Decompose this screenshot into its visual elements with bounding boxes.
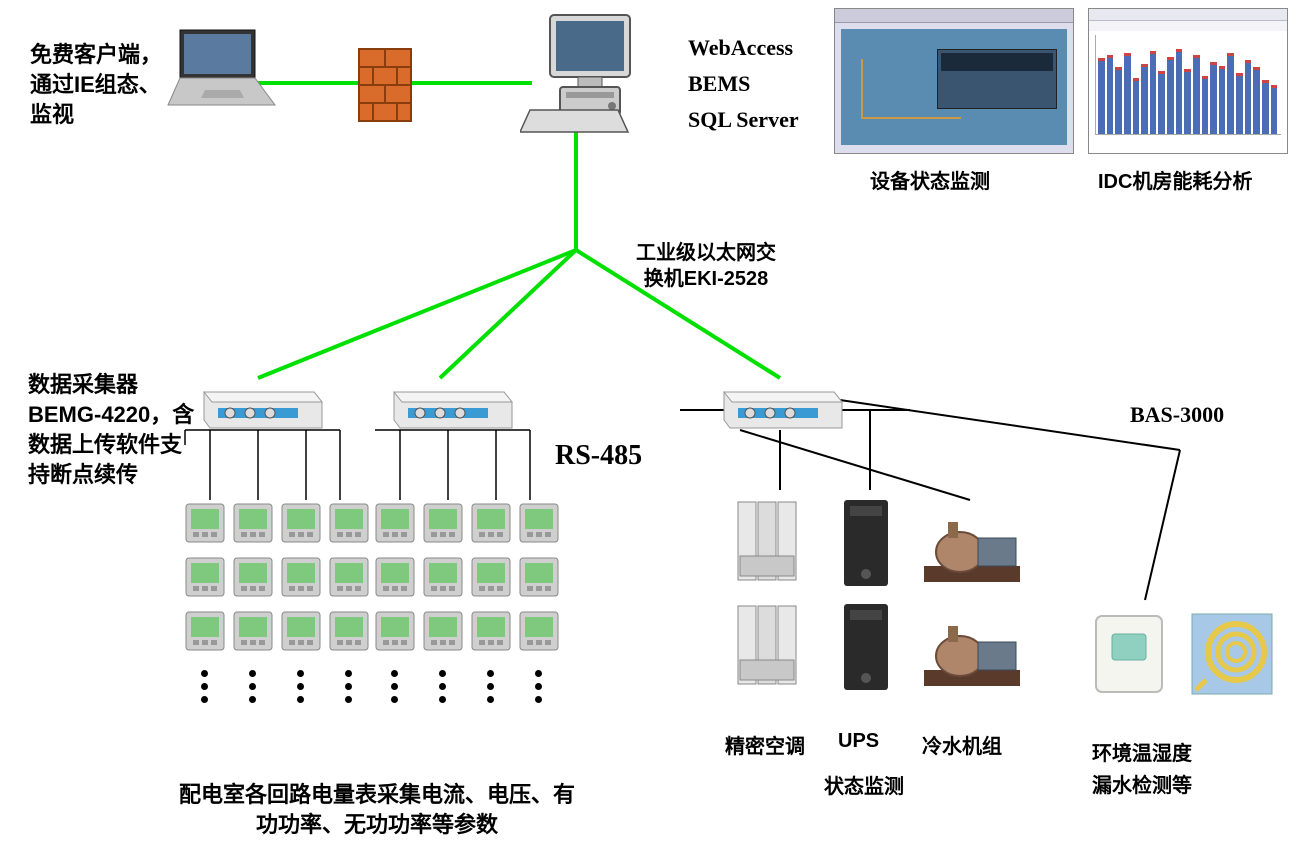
- aircon-label: 精密空调: [725, 730, 805, 759]
- power-meter-icon: [232, 610, 274, 652]
- chart-bar: [1193, 55, 1200, 134]
- power-meter-icon: [518, 556, 560, 598]
- chiller-label: 冷水机组: [922, 730, 1002, 759]
- power-meter-icon: [470, 502, 512, 544]
- laptop-icon: [160, 20, 280, 125]
- dots-column: [249, 670, 256, 703]
- screenshot1-caption: 设备状态监测: [870, 165, 990, 194]
- power-meter-icon: [280, 502, 322, 544]
- power-meter-icon: [518, 502, 560, 544]
- power-meter-icon: [470, 610, 512, 652]
- dots-column: [439, 670, 446, 703]
- power-meter-icon: [422, 610, 464, 652]
- server-software-label: WebAccess BEMS SQL Server: [688, 30, 799, 138]
- power-meter-icon: [374, 502, 416, 544]
- client-label: 免费客户端， 通过IE组态、 监视: [30, 40, 162, 130]
- chart-bar: [1133, 78, 1140, 134]
- screenshot-device-status: [834, 8, 1074, 154]
- chart-bar: [1210, 62, 1217, 134]
- server-pc-icon: [520, 10, 660, 145]
- power-meter-icon: [184, 502, 226, 544]
- chart-bar: [1271, 85, 1278, 135]
- power-meter-icon: [280, 556, 322, 598]
- chart-bar: [1262, 80, 1269, 134]
- chart-bar: [1253, 67, 1260, 134]
- power-meter-icon: [328, 556, 370, 598]
- ups-icon: [836, 496, 896, 596]
- switch-label: 工业级以太网交 换机EKI-2528: [636, 240, 776, 292]
- chart-bar: [1098, 58, 1105, 135]
- leak-detector-icon: [1188, 610, 1276, 703]
- chart-bar: [1141, 64, 1148, 134]
- collector-device-3: [716, 378, 836, 434]
- dots-column: [535, 670, 542, 703]
- dots-column: [345, 670, 352, 703]
- temp-humidity-sensor-icon: [1090, 610, 1168, 703]
- power-meter-icon: [422, 556, 464, 598]
- status-mon-label: 状态监测: [824, 770, 904, 799]
- power-meter-icon: [518, 610, 560, 652]
- power-meter-icon: [184, 610, 226, 652]
- chart-bar: [1236, 73, 1243, 134]
- dots-column: [487, 670, 494, 703]
- chart-bar: [1176, 49, 1183, 134]
- chart-bar: [1124, 53, 1131, 134]
- dots-column: [391, 670, 398, 703]
- power-meter-icon: [422, 502, 464, 544]
- power-meter-icon: [470, 556, 512, 598]
- power-meter-icon: [374, 556, 416, 598]
- rs485-label: RS-485: [555, 440, 642, 472]
- chart-bar: [1202, 76, 1209, 135]
- precision-ac-icon: [730, 496, 810, 591]
- power-meter-icon: [328, 502, 370, 544]
- bas3000-label: BAS-3000: [1130, 402, 1224, 428]
- power-meter-icon: [232, 556, 274, 598]
- ups-label: UPS: [838, 730, 879, 753]
- collector-label: 数据采集器 BEMG-4220，含 数据上传软件支 持断点续传: [28, 370, 194, 490]
- ups-icon-2: [836, 600, 896, 700]
- power-meter-icon: [280, 610, 322, 652]
- chart-bar: [1245, 60, 1252, 134]
- chart-bar: [1184, 69, 1191, 134]
- chart-bar: [1158, 71, 1165, 134]
- power-meter-icon: [184, 556, 226, 598]
- screenshot2-caption: IDC机房能耗分析: [1098, 165, 1252, 194]
- chart-bar: [1219, 66, 1226, 134]
- chiller-icon-2: [918, 614, 1028, 699]
- dots-column: [201, 670, 208, 703]
- chart-bar: [1150, 51, 1157, 134]
- power-meter-icon: [374, 610, 416, 652]
- dots-column: [297, 670, 304, 703]
- firewall-icon: [355, 45, 415, 130]
- precision-ac-icon-2: [730, 600, 810, 695]
- collector-device-1: [196, 378, 316, 434]
- env-label: 环境温湿度 漏水检测等: [1092, 738, 1192, 802]
- collector-device-2: [386, 378, 506, 434]
- power-meter-icon: [328, 610, 370, 652]
- chart-bar: [1115, 67, 1122, 135]
- power-meter-icon: [232, 502, 274, 544]
- chiller-icon: [918, 510, 1028, 595]
- chart-bar: [1227, 53, 1234, 134]
- meter-caption: 配电室各回路电量表采集电流、电压、有 功功率、无功功率等参数: [162, 780, 592, 840]
- chart-bar: [1167, 57, 1174, 134]
- screenshot-energy-chart: [1088, 8, 1288, 154]
- chart-bar: [1107, 55, 1114, 134]
